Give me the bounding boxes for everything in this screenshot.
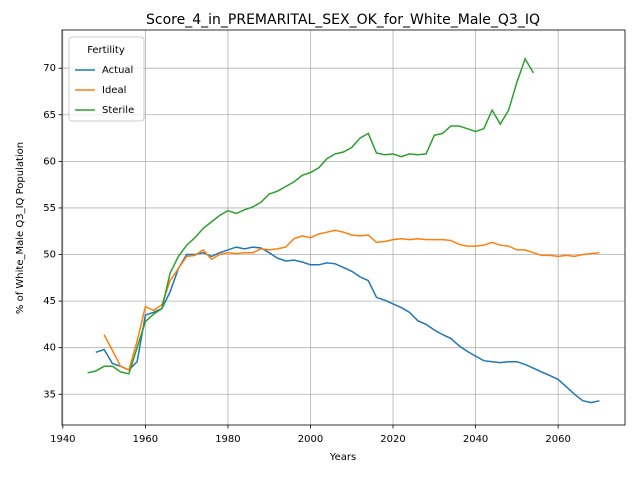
y-tick-label: 60: [43, 156, 56, 167]
legend-label: Sterile: [102, 105, 134, 116]
plot-frame: [61, 29, 626, 426]
x-tick-label: 1940: [50, 434, 75, 445]
y-tick-label: 50: [43, 250, 56, 261]
y-axis-label: % of White_Male Q3_IQ Population: [15, 142, 26, 314]
x-tick-label: 2060: [545, 434, 570, 445]
x-tick-label: 2000: [298, 434, 323, 445]
legend-label: Actual: [102, 65, 133, 76]
y-tick-label: 55: [43, 203, 56, 214]
y-tick-label: 35: [43, 389, 56, 400]
x-tick-label: 2020: [380, 434, 405, 445]
chart-title: Score_4_in_PREMARITAL_SEX_OK_for_White_M…: [146, 12, 540, 28]
y-tick-label: 70: [43, 63, 56, 74]
legend-box: [68, 36, 145, 122]
y-tick-label: 65: [43, 110, 56, 121]
x-tick-label: 1960: [133, 434, 158, 445]
x-tick-label: 1980: [215, 434, 240, 445]
y-tick-label: 40: [43, 343, 56, 354]
x-axis-label: Years: [329, 452, 356, 463]
series-line: [103, 229, 600, 372]
series-line: [87, 57, 535, 375]
legend-label: Ideal: [102, 85, 126, 96]
y-tick-label: 45: [43, 296, 56, 307]
legend-title: Fertility: [87, 45, 125, 56]
x-tick-label: 2040: [463, 434, 488, 445]
